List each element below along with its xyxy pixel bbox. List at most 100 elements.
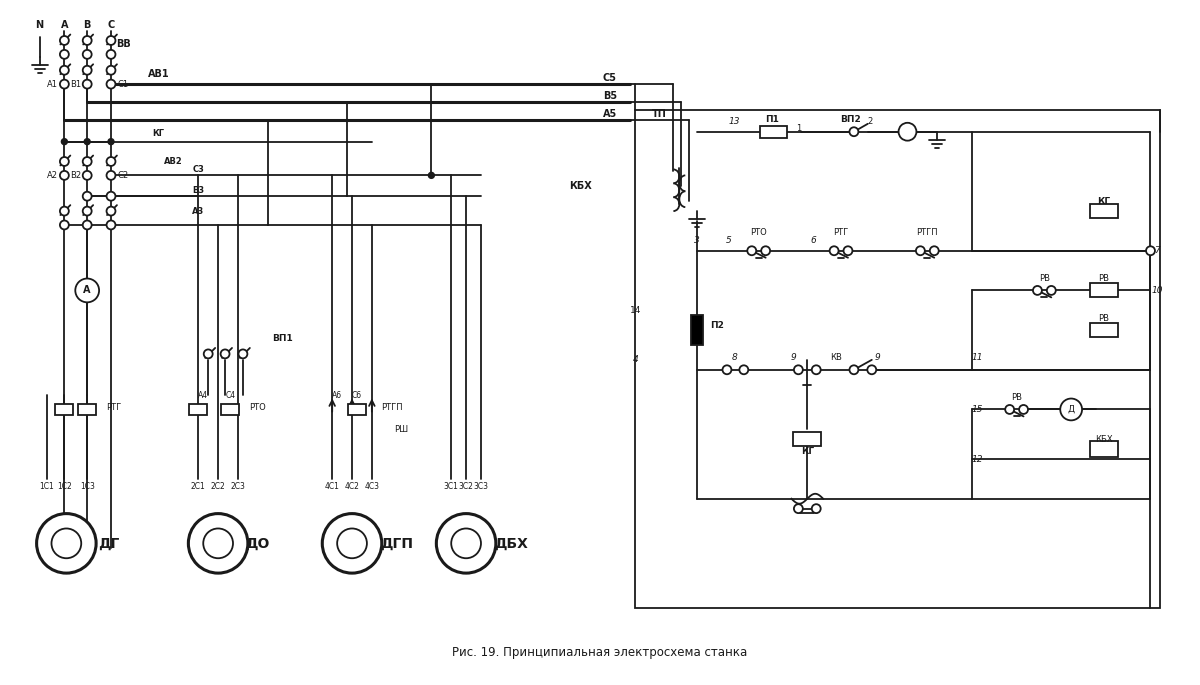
Circle shape: [83, 36, 91, 45]
Circle shape: [83, 50, 91, 59]
Circle shape: [204, 349, 212, 358]
Bar: [1090, 323, 1117, 337]
Circle shape: [60, 207, 68, 216]
Text: П2: П2: [710, 321, 724, 329]
Bar: [1090, 441, 1117, 457]
Circle shape: [52, 529, 82, 558]
Text: КГ: КГ: [800, 447, 814, 456]
Text: 1С2: 1С2: [58, 482, 72, 491]
Text: КВ: КВ: [830, 353, 842, 362]
Circle shape: [1046, 286, 1056, 295]
Text: А3: А3: [192, 207, 204, 216]
Text: 14: 14: [630, 306, 641, 315]
Circle shape: [83, 171, 91, 180]
Text: С3: С3: [192, 165, 204, 174]
Text: ВП1: ВП1: [272, 334, 293, 342]
Circle shape: [748, 247, 756, 256]
Text: РТГП: РТГП: [380, 403, 402, 412]
Text: А4: А4: [198, 391, 209, 400]
Circle shape: [108, 138, 114, 145]
Text: В3: В3: [192, 186, 204, 195]
Text: РТГ: РТГ: [107, 403, 121, 412]
Text: РШ: РШ: [395, 425, 409, 434]
Circle shape: [850, 127, 858, 136]
Circle shape: [76, 279, 100, 302]
Bar: [221, 404, 239, 415]
Circle shape: [930, 247, 938, 256]
Bar: [348, 404, 366, 415]
Circle shape: [1033, 286, 1042, 295]
Circle shape: [60, 171, 68, 180]
Text: АВ2: АВ2: [164, 157, 182, 166]
Text: А1: А1: [47, 79, 58, 88]
Bar: [78, 404, 96, 415]
Text: ТП: ТП: [652, 109, 667, 119]
Circle shape: [107, 36, 115, 45]
Text: В1: В1: [70, 79, 80, 88]
Circle shape: [60, 36, 68, 45]
Circle shape: [739, 365, 749, 374]
Text: ДГ: ДГ: [98, 536, 120, 550]
Text: РВ: РВ: [1098, 314, 1109, 323]
Text: B: B: [84, 20, 91, 29]
Circle shape: [451, 529, 481, 558]
Circle shape: [1006, 405, 1014, 414]
Circle shape: [60, 66, 68, 75]
Circle shape: [203, 529, 233, 558]
Circle shape: [60, 79, 68, 88]
Text: ДО: ДО: [246, 536, 270, 550]
Circle shape: [83, 66, 91, 75]
Text: РВ: РВ: [1012, 393, 1022, 402]
Text: РВ: РВ: [1098, 274, 1109, 283]
Text: Рис. 19. Принципиальная электросхема станка: Рис. 19. Принципиальная электросхема ста…: [452, 646, 748, 659]
Text: 4С2: 4С2: [344, 482, 360, 491]
Circle shape: [60, 221, 68, 229]
Circle shape: [61, 138, 67, 145]
Circle shape: [794, 365, 803, 374]
Circle shape: [794, 504, 803, 513]
Bar: [760, 126, 787, 138]
Text: 5: 5: [726, 236, 732, 245]
Circle shape: [722, 365, 732, 374]
Text: 3С2: 3С2: [458, 482, 474, 491]
Bar: [1090, 284, 1117, 297]
Text: 4С3: 4С3: [365, 482, 379, 491]
Text: Д: Д: [1068, 405, 1075, 414]
Circle shape: [37, 514, 96, 573]
Circle shape: [323, 514, 382, 573]
Text: A: A: [61, 20, 68, 29]
Circle shape: [850, 365, 858, 374]
Circle shape: [84, 138, 90, 145]
Text: 7: 7: [1154, 246, 1160, 256]
Circle shape: [239, 349, 247, 358]
Text: А6: А6: [332, 391, 342, 400]
Text: 10: 10: [1152, 286, 1163, 295]
Text: 9: 9: [875, 353, 881, 362]
Text: 2С3: 2С3: [230, 482, 245, 491]
Text: C: C: [107, 20, 115, 29]
Text: 8: 8: [732, 353, 738, 362]
Text: РТО: РТО: [750, 228, 767, 238]
Text: РВ: РВ: [1039, 274, 1050, 283]
Text: 3: 3: [695, 236, 700, 245]
Circle shape: [60, 50, 68, 59]
Text: КГ: КГ: [152, 129, 164, 138]
Circle shape: [83, 221, 91, 229]
Text: 1С3: 1С3: [79, 482, 95, 491]
Circle shape: [107, 221, 115, 229]
Text: A: A: [84, 286, 91, 295]
Text: ДГП: ДГП: [380, 536, 413, 550]
Circle shape: [1061, 399, 1082, 421]
Text: С2: С2: [118, 171, 128, 180]
Bar: [691, 315, 703, 345]
Text: 1С1: 1С1: [40, 482, 54, 491]
Bar: [793, 432, 821, 446]
Circle shape: [107, 79, 115, 88]
Circle shape: [83, 79, 91, 88]
Circle shape: [83, 157, 91, 166]
Text: 6: 6: [810, 236, 816, 245]
Text: С5: С5: [602, 73, 617, 83]
Circle shape: [83, 192, 91, 201]
Text: С4: С4: [226, 391, 236, 400]
Text: ВВ: ВВ: [116, 40, 131, 49]
